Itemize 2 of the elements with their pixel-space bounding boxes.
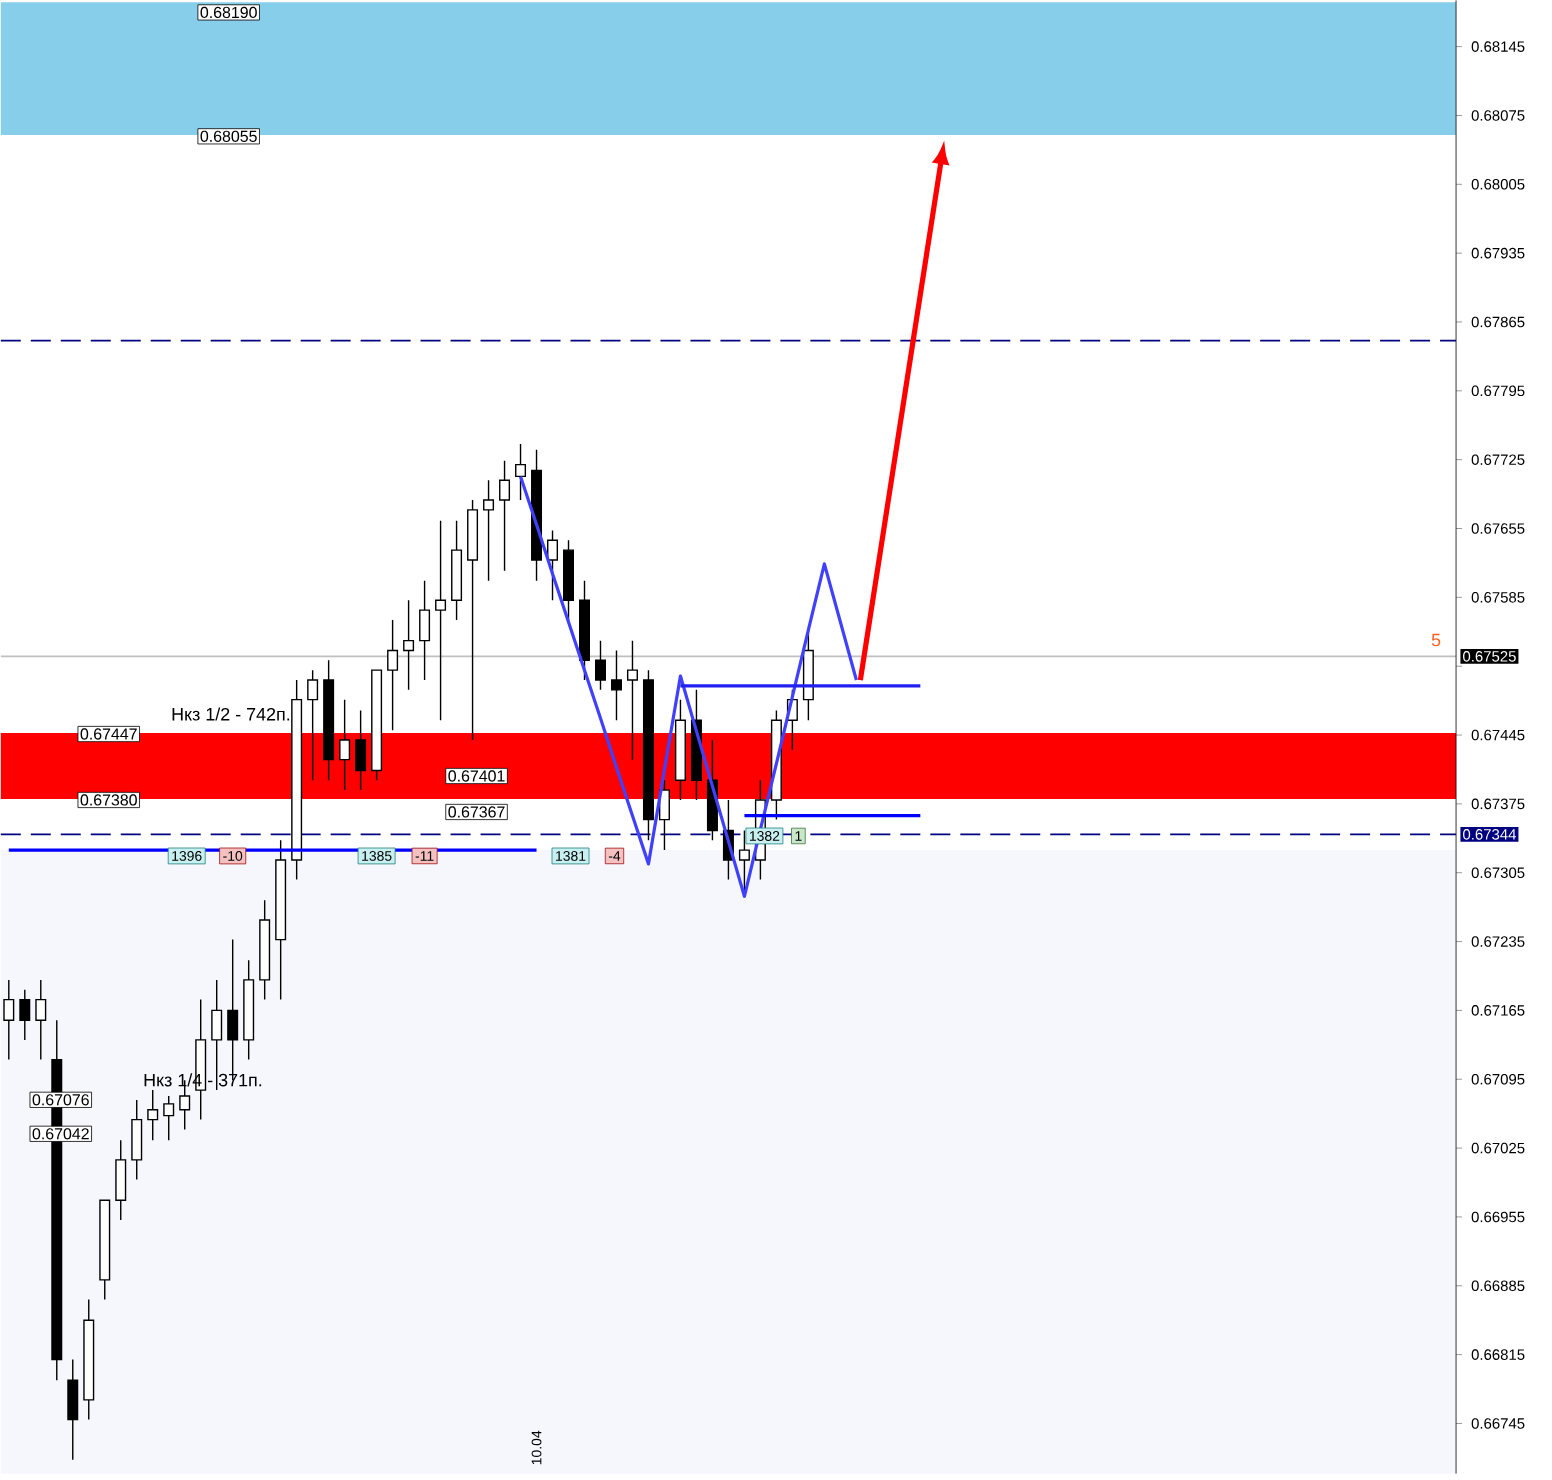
annotation: Нкз 1/2 - 742п.	[172, 707, 290, 721]
annotation: 5	[1431, 633, 1441, 647]
